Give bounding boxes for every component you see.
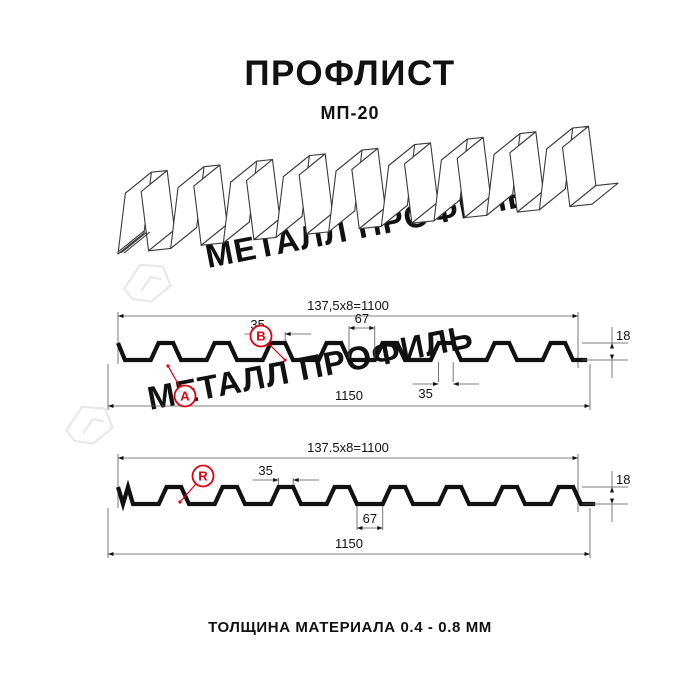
callout-r: R <box>178 464 215 504</box>
profile-outline <box>116 340 588 363</box>
callout-a: A <box>166 364 197 408</box>
dim-bottom: 1150 <box>335 388 363 403</box>
dim-valley: 67 <box>363 511 377 526</box>
dim-height: 18 <box>616 472 630 487</box>
callout-b: B <box>249 324 287 362</box>
dim-height: 18 <box>616 328 630 343</box>
profile-outline <box>115 479 596 512</box>
material-thickness-note: ТОЛЩИНА МАТЕРИАЛА 0.4 - 0.8 ММ <box>208 619 492 636</box>
page-title: ПРОФЛИСТ <box>244 54 456 93</box>
page-subtitle: МП-20 <box>320 103 380 123</box>
cross-section-bottom: 137.5x8=1100 1150 18 35 67 R <box>107 440 630 558</box>
dim-top: 137,5x8=1100 <box>307 298 389 313</box>
isometric-view <box>117 125 619 255</box>
dim-bottom: 1150 <box>335 536 363 551</box>
callout-label: R <box>198 469 208 484</box>
dim-valley: 67 <box>355 311 369 326</box>
callout-label: B <box>256 329 265 344</box>
dim-rib-top: 35 <box>258 463 272 478</box>
dim-top: 137.5x8=1100 <box>307 440 389 455</box>
callout-label: A <box>180 389 190 404</box>
dim-rib-bottom: 35 <box>418 386 432 401</box>
